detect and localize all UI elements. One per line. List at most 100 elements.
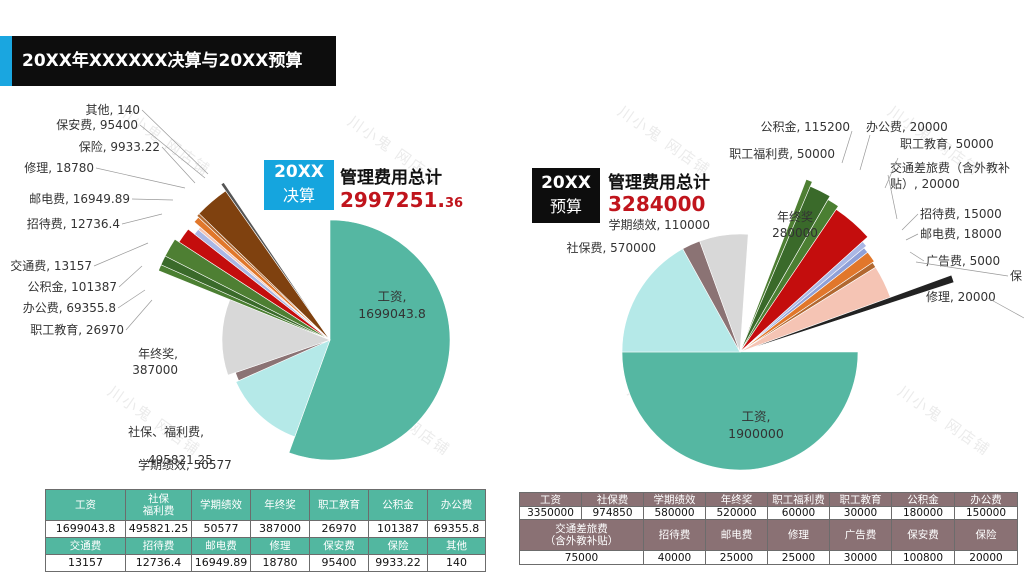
table-cell: 95400 <box>309 554 369 572</box>
data-label: 交通费, 13157 <box>10 258 92 273</box>
data-label: 修理, 20000 <box>926 289 996 304</box>
table-cell: 387000 <box>250 520 310 538</box>
table-header-cell: 邮电费 <box>191 537 251 555</box>
table-header-cell: 交通费 <box>45 537 126 555</box>
data-label: 邮电费, 16949.89 <box>29 192 130 206</box>
table-budget: 工资 社保费 学期绩效 年终奖 职工福利费 职工教育 公积金 办公费 3350000 974850… <box>519 492 1018 565</box>
table-header-cell: 年终奖 <box>705 492 768 507</box>
data-label: 学期绩效, 50577 <box>138 457 232 472</box>
table-header-cell: 保安费 <box>309 537 369 555</box>
leader-line <box>95 167 186 189</box>
table-cell: 50577 <box>191 520 251 538</box>
data-label: 招待费, 15000 <box>920 207 1002 221</box>
table-header-cell: 公积金 <box>891 492 955 507</box>
leader-line <box>915 261 1009 277</box>
table-cell: 140 <box>427 554 486 572</box>
table-header-cell: 广告费 <box>829 519 892 551</box>
total-dec: 36 <box>445 196 464 211</box>
leader-line <box>141 109 209 175</box>
table-row: 工资 社保 福利费 学期绩效 年终奖 职工教育 公积金 办公费 <box>45 489 486 521</box>
table-header-cell: 修理 <box>250 537 310 555</box>
pie-slice-交通费 <box>178 228 331 341</box>
data-label: 学期绩效, 110000 <box>609 217 710 232</box>
data-label: 社保、福利费, <box>128 424 204 439</box>
table-row: 13157 12736.4 16949.89 18780 95400 9933.22 140 <box>45 554 486 572</box>
table-header-cell: 年终奖 <box>250 489 310 521</box>
table-cell: 69355.8 <box>427 520 486 538</box>
data-label: 工资, 1900000 <box>728 409 784 441</box>
data-label: 职工教育, 50000 <box>900 136 994 151</box>
table-cell: 20000 <box>954 550 1018 565</box>
table-cell: 150000 <box>954 506 1018 520</box>
leader-line <box>139 124 206 179</box>
leader-line <box>125 299 153 331</box>
table-header-cell: 工资 <box>45 489 126 521</box>
total-label-actual: 管理费用总计 <box>340 168 442 188</box>
table-cell: 18780 <box>250 554 310 572</box>
pie-slice-办公费 <box>739 199 839 353</box>
badge-budget: 20XX 预算 <box>532 168 600 223</box>
table-cell: 180000 <box>891 506 955 520</box>
table-header-cell: 保险 <box>954 519 1018 551</box>
data-label: 社保费, 570000 <box>567 240 656 255</box>
table-header-cell: 办公费 <box>427 489 486 521</box>
data-label: 公积金, 101387 <box>28 279 117 294</box>
data-label: 年终奖 280000 <box>772 209 818 240</box>
table-cell: 30000 <box>829 506 892 520</box>
table-header-cell: 保险 <box>368 537 428 555</box>
data-label: 邮电费, 18000 <box>920 227 1002 241</box>
table-cell: 495821.25 <box>125 520 192 538</box>
table-cell: 12736.4 <box>125 554 192 572</box>
leader-line <box>117 289 146 309</box>
leader-line <box>859 134 871 171</box>
leader-line <box>93 242 149 267</box>
data-label: 495821.25 <box>148 453 213 467</box>
pie-slice-年终奖 <box>221 299 331 376</box>
pie-slice-工资 <box>288 219 451 461</box>
data-label: 职工教育, 26970 <box>30 322 124 337</box>
table-actual: 工资 社保 福利费 学期绩效 年终奖 职工教育 公积金 办公费 1699043.8 495821… <box>45 489 486 572</box>
table-header-cell: 公积金 <box>368 489 428 521</box>
data-label: 修理, 18780 <box>24 160 94 175</box>
total-value-actual: 2997251.36 <box>340 188 463 212</box>
page-title: 20XX年XXXXXX决算与20XX预算 <box>22 51 303 71</box>
table-cell: 25000 <box>705 550 768 565</box>
pie-slice-公积金 <box>739 185 831 353</box>
table-cell: 580000 <box>643 506 706 520</box>
table-cell: 101387 <box>368 520 428 538</box>
table-header-cell: 工资 <box>519 492 582 507</box>
table-cell: 974850 <box>581 506 644 520</box>
leader-line <box>901 213 919 231</box>
pie-slice-交通差旅费（含外教补贴） <box>739 241 867 353</box>
table-header-cell: 招待费 <box>125 537 192 555</box>
leader-line <box>161 146 196 184</box>
table-header-cell: 职工福利费 <box>767 492 830 507</box>
table-header-cell: 招待费 <box>643 519 706 551</box>
table-cell: 1699043.8 <box>45 520 126 538</box>
table-cell: 75000 <box>519 550 644 565</box>
table-row: 交通费 招待费 邮电费 修理 保安费 保险 其他 <box>45 537 486 555</box>
pie-chart-budget: 工资, 1900000 社保费, 570000 学期绩效, 110000 年终奖 2800… <box>567 119 1024 471</box>
leader-line <box>131 198 174 201</box>
total-int: 2997251. <box>340 188 446 212</box>
data-label: 办公费, 69355.8 <box>23 300 116 315</box>
data-label: 招待费, 12736.4 <box>27 217 120 231</box>
title-bar: 20XX年XXXXXX决算与20XX预算 <box>0 36 336 86</box>
total-label-budget: 管理费用总计 <box>608 173 710 193</box>
table-header-cell: 保安费 <box>891 519 955 551</box>
table-header-cell: 其他 <box>427 537 486 555</box>
table-cell: 520000 <box>705 506 768 520</box>
table-header-cell: 学期绩效 <box>191 489 251 521</box>
pie-slice-社保费 <box>621 248 741 353</box>
data-label: 广告费, 5000 <box>926 254 1000 268</box>
data-label: 交通差旅费（含外教补贴）, 20000 <box>890 160 1010 191</box>
leader-line <box>905 233 919 241</box>
table-cell: 25000 <box>767 550 830 565</box>
table-header-cell: 修理 <box>767 519 830 551</box>
table-row: 工资 社保费 学期绩效 年终奖 职工福利费 职工教育 公积金 办公费 <box>519 492 1018 507</box>
data-label: 保 <box>1010 269 1022 283</box>
table-cell: 16949.89 <box>191 554 251 572</box>
pie-slice-年终奖 <box>699 233 749 353</box>
